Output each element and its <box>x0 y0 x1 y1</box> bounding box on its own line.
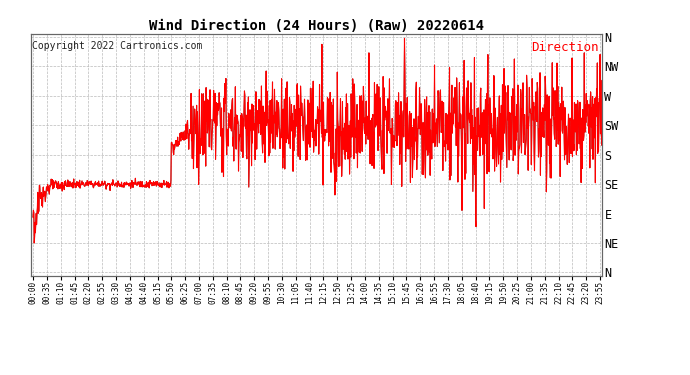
Text: Copyright 2022 Cartronics.com: Copyright 2022 Cartronics.com <box>32 41 203 51</box>
Title: Wind Direction (24 Hours) (Raw) 20220614: Wind Direction (24 Hours) (Raw) 20220614 <box>149 19 484 33</box>
Text: Direction: Direction <box>531 41 599 54</box>
